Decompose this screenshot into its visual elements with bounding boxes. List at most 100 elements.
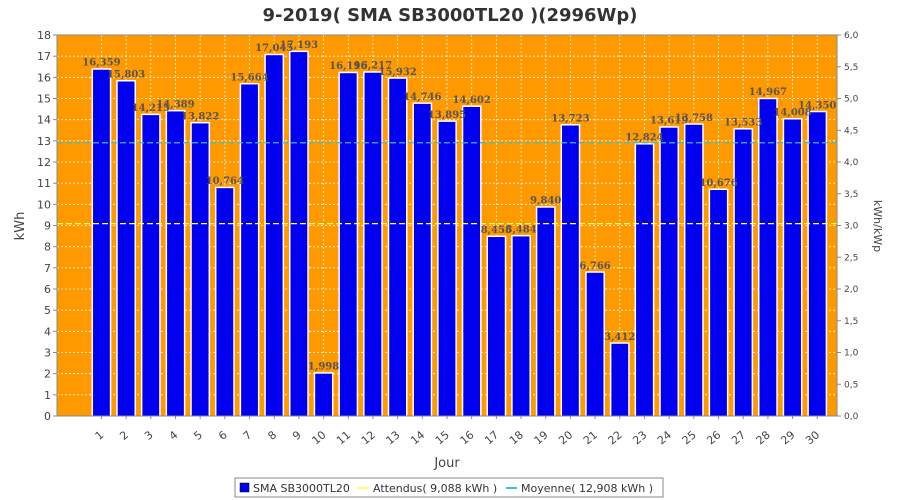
bar (734, 129, 752, 416)
x-tick-label: 5 (191, 428, 205, 442)
legend-entry-moyenne: Moyenne( 12,908 kWh ) (521, 482, 653, 495)
x-tick-label: 10 (309, 428, 328, 447)
bar (364, 72, 382, 416)
bar (167, 111, 184, 416)
data-label: 14,746 (403, 92, 441, 103)
data-label: 14,008 (773, 107, 811, 118)
bar (611, 343, 629, 416)
data-label: 16,359 (82, 58, 120, 69)
bar (710, 190, 727, 416)
legend-swatch-production (239, 482, 250, 493)
x-tick-label: 20 (556, 428, 575, 447)
x-tick-label: 3 (142, 428, 156, 442)
x-tick-label: 22 (606, 428, 625, 447)
y-tick-label: 17 (37, 50, 51, 63)
bar (463, 106, 481, 417)
x-tick-label: 21 (581, 428, 600, 447)
data-label: 10,676 (699, 178, 737, 189)
y-right-tick-label: 6,0 (844, 31, 859, 41)
x-tick-label: 24 (655, 428, 674, 447)
data-label: 13,895 (428, 110, 466, 121)
plot-area: 01234567891011121314151617180,00,51,01,5… (37, 29, 859, 447)
x-tick-label: 4 (167, 428, 181, 442)
legend-entry-production: SMA SB3000TL20 (253, 482, 350, 495)
y-right-tick-label: 0,0 (844, 412, 859, 422)
data-label: 6,766 (579, 261, 610, 272)
data-label: 13,533 (724, 118, 762, 129)
y-tick-label: 9 (44, 220, 51, 233)
data-label: 14,602 (453, 95, 491, 106)
bar (93, 69, 110, 416)
bar (389, 78, 407, 416)
x-tick-label: 7 (241, 428, 255, 442)
data-label: 13,758 (675, 113, 713, 124)
x-tick-label: 17 (482, 428, 501, 447)
y-tick-label: 15 (37, 93, 51, 106)
y-tick-label: 4 (44, 325, 51, 338)
bar (636, 144, 653, 417)
y-tick-label: 2 (44, 368, 51, 381)
bar (660, 127, 678, 416)
x-tick-label: 23 (630, 428, 649, 447)
x-tick-label: 26 (704, 428, 723, 447)
bar (808, 112, 826, 416)
y-tick-label: 18 (37, 29, 51, 42)
legend-entry-attendus: Attendus( 9,088 kWh ) (373, 482, 497, 495)
data-label: 13,619 (650, 116, 688, 127)
bar (438, 121, 456, 417)
y-right-tick-label: 4,0 (844, 158, 859, 168)
bar (784, 119, 801, 417)
data-label: 16,217 (354, 61, 392, 72)
x-tick-label: 28 (754, 428, 773, 447)
legend-box (234, 477, 664, 498)
y-right-tick-label: 2,0 (844, 285, 859, 295)
x-tick-label: 9 (290, 428, 304, 442)
bar (265, 55, 283, 416)
x-tick-label: 14 (408, 428, 427, 447)
x-tick-label: 19 (532, 428, 551, 447)
y-right-tick-label: 4,5 (844, 126, 858, 136)
plot-border (56, 34, 838, 417)
y-right-tick-label: 1,5 (844, 317, 858, 327)
x-tick-label: 30 (803, 428, 822, 447)
bar (512, 236, 530, 416)
y-tick-label: 5 (44, 304, 51, 317)
chart-title: 9-2019( SMA SB3000TL20 )(2996Wp) (262, 5, 637, 26)
x-tick-label: 15 (433, 428, 452, 447)
y-right-tick-label: 5,5 (844, 63, 858, 73)
data-label: 8,455 (481, 225, 512, 236)
x-tick-label: 1 (93, 428, 107, 442)
x-tick-label: 2 (117, 428, 131, 442)
bar (685, 124, 703, 416)
bar (339, 73, 357, 417)
data-label: 14,389 (156, 99, 194, 110)
y-tick-label: 8 (44, 241, 51, 254)
data-label: 14,967 (749, 87, 787, 98)
bar (315, 373, 332, 416)
y-tick-label: 11 (37, 177, 51, 190)
y-tick-label: 0 (44, 410, 51, 423)
x-tick-label: 16 (458, 428, 477, 447)
y-right-tick-label: 0,5 (844, 380, 858, 390)
y-tick-label: 16 (37, 71, 51, 84)
y-right-tick-label: 5,0 (844, 95, 859, 105)
data-label: 1,998 (308, 362, 339, 373)
y-tick-label: 3 (44, 347, 51, 360)
data-label: 9,840 (530, 196, 561, 207)
y-right-tick-label: 3,0 (844, 222, 859, 232)
data-label: 14,350 (798, 100, 836, 111)
data-label: 3,412 (604, 332, 635, 343)
bar (759, 99, 777, 417)
y-tick-label: 6 (44, 283, 51, 296)
x-tick-label: 18 (507, 428, 526, 447)
y-right-tick-label: 1,0 (844, 349, 859, 359)
data-label: 15,664 (230, 72, 268, 83)
x-tick-label: 8 (265, 428, 279, 442)
x-axis-label: Jour (433, 456, 460, 471)
y-tick-label: 7 (44, 262, 51, 275)
data-label: 13,822 (181, 111, 219, 122)
data-label: 15,932 (378, 67, 416, 78)
bar (487, 237, 505, 416)
bar (191, 123, 209, 417)
bar (241, 84, 258, 416)
